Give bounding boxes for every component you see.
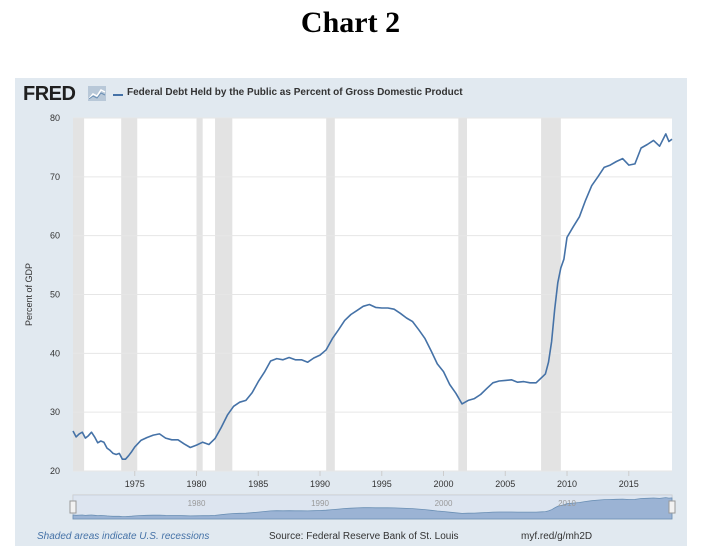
y-tick-label: 60 — [50, 231, 60, 241]
fred-logo-graph-icon — [88, 86, 106, 101]
navigator-area — [72, 497, 673, 520]
line-chart: 20 30 40 50 60 70 80 1975 1980 1985 1990 1995 2000 2… — [24, 113, 676, 520]
page-title: Chart 2 — [300, 6, 401, 39]
recession-note: Shaded areas indicate U.S. recessions — [37, 531, 210, 542]
gridlines-layer — [73, 117, 672, 472]
y-tick-label: 50 — [50, 290, 60, 300]
x-tick-label: 1985 — [248, 479, 268, 489]
x-tick-label: 1995 — [372, 479, 392, 489]
y-tick-label: 20 — [50, 466, 60, 476]
x-tick-label: 1980 — [186, 479, 206, 489]
x-tick-label: 1990 — [310, 479, 330, 489]
navigator-label: 2010 — [558, 499, 576, 508]
short-url-link[interactable]: myf.red/g/mh2D — [521, 531, 593, 542]
legend-series-swatch — [113, 94, 123, 96]
y-tick-label: 70 — [50, 172, 60, 182]
y-tick-label: 80 — [50, 113, 60, 123]
fred-logo: FRED — [23, 83, 76, 105]
navigator-label: 2000 — [435, 499, 453, 508]
x-tick-label: 1975 — [125, 479, 145, 489]
y-axis-label: Percent of GDP — [24, 263, 34, 326]
navigator-layer: 1980 1990 2000 2010 — [69, 494, 676, 520]
y-tick-label: 40 — [50, 348, 60, 358]
navigator-handle[interactable] — [668, 500, 676, 514]
x-tick-label: 2005 — [495, 479, 515, 489]
x-tick-label: 2010 — [557, 479, 577, 489]
x-tick-label: 2015 — [619, 479, 639, 489]
legend-series-label: Federal Debt Held by the Public as Perce… — [127, 87, 463, 98]
series-layer — [72, 133, 673, 461]
series-line — [72, 133, 673, 461]
navigator-label: 1990 — [311, 499, 329, 508]
navigator-handle[interactable] — [69, 500, 77, 514]
y-tick-labels-layer: 20 30 40 50 60 70 80 — [50, 113, 60, 476]
chart-panel: FRED Federal Debt Held by the Public as … — [15, 78, 687, 546]
navigator-label: 1980 — [188, 499, 206, 508]
y-tick-label: 30 — [50, 407, 60, 417]
x-tick-label: 2000 — [433, 479, 453, 489]
source-note: Source: Federal Reserve Bank of St. Loui… — [269, 531, 459, 542]
x-tick-labels-layer: 1975 1980 1985 1990 1995 2000 2005 2010 2015 — [125, 471, 639, 489]
